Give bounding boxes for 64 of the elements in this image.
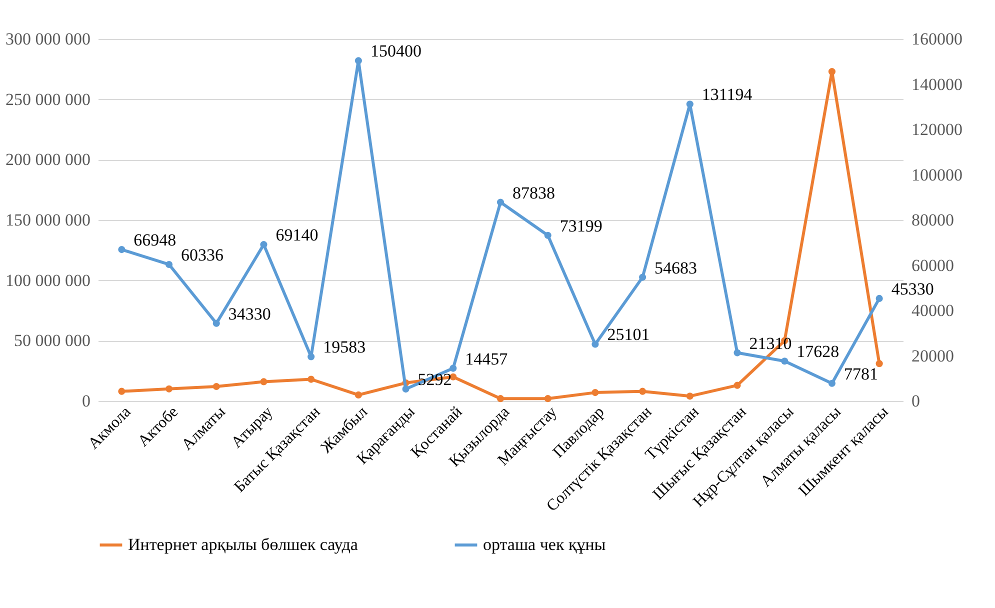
point — [496, 198, 504, 206]
y2-tick-label: 20000 — [912, 346, 954, 366]
point — [544, 232, 552, 239]
y-tick-label: 150 000 000 — [6, 210, 90, 230]
point — [308, 376, 315, 383]
point — [118, 246, 126, 254]
point — [828, 380, 836, 387]
data-label: 34330 — [228, 304, 271, 324]
data-label: 25101 — [607, 325, 650, 344]
point — [308, 353, 315, 360]
y2-tick-label: 80000 — [912, 210, 954, 230]
data-label: 66948 — [134, 230, 176, 250]
point — [118, 388, 126, 395]
y-tick-label: 250 000 000 — [6, 90, 90, 109]
point — [496, 395, 504, 402]
y2-tick-label: 40000 — [912, 301, 954, 320]
point — [450, 364, 457, 372]
y2-tick-label: 100000 — [912, 165, 962, 184]
y-tick-label: 100 000 000 — [6, 270, 90, 290]
point — [781, 358, 788, 365]
point — [734, 382, 741, 389]
y-tick-label: 0 — [82, 392, 90, 410]
data-label: 45330 — [891, 279, 934, 298]
y2-tick-label: 140000 — [912, 74, 962, 94]
point — [402, 386, 410, 393]
y2-tick-label: 0 — [912, 392, 920, 410]
data-label: 7781 — [844, 364, 878, 384]
point — [828, 68, 836, 76]
data-label: 69140 — [276, 226, 318, 245]
point — [639, 274, 646, 281]
point — [165, 260, 173, 268]
point — [260, 378, 268, 386]
point — [212, 320, 220, 327]
data-label: 14457 — [465, 349, 508, 368]
point — [592, 340, 599, 348]
point — [354, 391, 362, 398]
point — [165, 385, 173, 392]
data-label: 150400 — [370, 42, 422, 61]
point — [354, 57, 362, 64]
data-label: 60336 — [181, 245, 224, 264]
legend-label: орташа чек құны — [483, 535, 606, 554]
y2-tick-label: 120000 — [912, 120, 962, 139]
point — [639, 388, 646, 395]
data-label: 19583 — [323, 338, 366, 357]
y2-tick-label: 160000 — [912, 30, 962, 48]
data-label: 73199 — [560, 216, 602, 236]
point — [876, 294, 883, 302]
point — [212, 382, 220, 390]
point — [686, 100, 694, 108]
point — [544, 395, 552, 402]
legend-label: Интернет арқылы бөлшек сауда — [128, 535, 358, 554]
point — [734, 349, 741, 356]
point — [592, 389, 599, 396]
y-tick-label: 200 000 000 — [6, 150, 90, 170]
point — [876, 360, 883, 368]
data-label: 131194 — [702, 85, 753, 104]
point — [260, 241, 268, 248]
y2-tick-label: 60000 — [912, 256, 954, 275]
data-label: 17628 — [796, 342, 840, 362]
y-tick-label: 50 000 000 — [14, 331, 90, 350]
point — [686, 392, 694, 400]
data-label: 54683 — [654, 258, 698, 278]
data-label: 87838 — [512, 183, 555, 202]
y-tick-label: 300 000 000 — [6, 30, 90, 48]
